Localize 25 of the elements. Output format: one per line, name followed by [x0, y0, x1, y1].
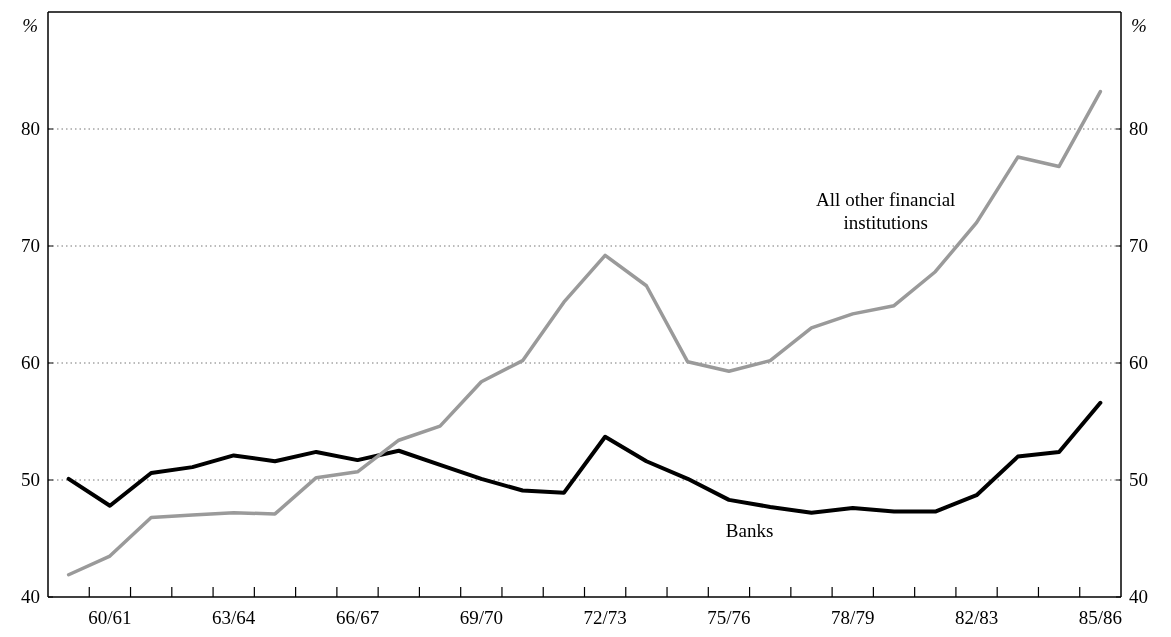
x-tick-label: 85/86	[1078, 607, 1123, 628]
y2-tick-label: 50	[1129, 469, 1148, 490]
y-tick-label: 80	[21, 118, 40, 139]
y2-tick-label: 70	[1129, 235, 1148, 256]
x-tick-label: 60/61	[88, 607, 132, 628]
series-label: All other financial institutions	[816, 188, 956, 233]
y-axis-title: %	[22, 15, 38, 36]
y2-tick-label: 60	[1129, 352, 1148, 373]
line-series	[66, 400, 1103, 515]
x-tick-label: 78/79	[831, 607, 875, 628]
x-tick-label: 63/64	[212, 607, 256, 628]
x-tick-label: 66/67	[335, 607, 380, 628]
y-tick-label: 60	[21, 352, 40, 373]
y-tick-label: 70	[21, 235, 40, 256]
x-tick-label: 69/70	[459, 607, 503, 628]
y2-tick-label: 80	[1129, 118, 1148, 139]
x-tick-label: 72/73	[583, 607, 627, 628]
y-tick-label: 40	[21, 586, 40, 607]
x-tick-label: 75/76	[707, 607, 751, 628]
series-label: Banks	[725, 519, 774, 541]
y-tick-label: 50	[21, 469, 40, 490]
line-series	[66, 89, 1103, 577]
y2-axis-title: %	[1131, 15, 1147, 36]
y2-tick-label: 40	[1129, 586, 1148, 607]
x-tick-label: 82/83	[954, 607, 999, 628]
